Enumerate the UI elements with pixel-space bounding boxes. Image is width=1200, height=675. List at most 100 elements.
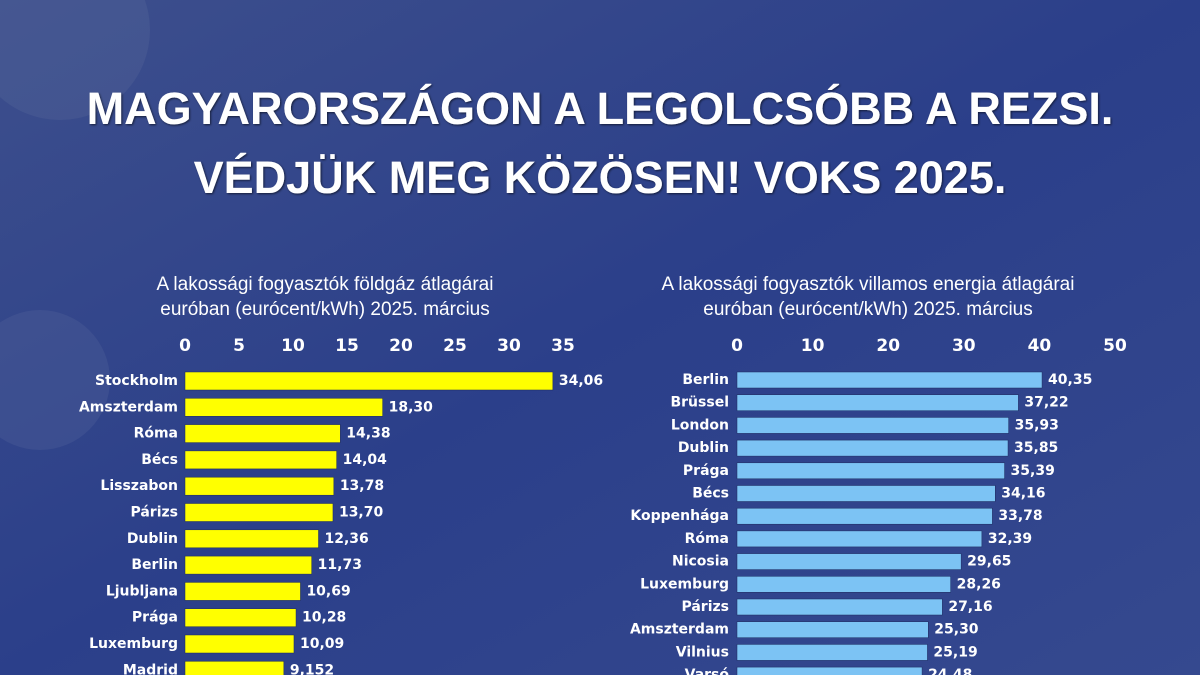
category-label: Madrid: [123, 662, 178, 675]
bar: [736, 371, 1043, 389]
bar: [184, 398, 383, 417]
bar: [736, 621, 929, 638]
bar: [736, 462, 1005, 480]
bar: [736, 666, 923, 675]
bar: [184, 371, 554, 391]
x-tick-label: 40: [1028, 336, 1052, 356]
chart-title: A lakossági fogyasztók villamos energia …: [662, 274, 1075, 295]
x-tick-label: 35: [551, 336, 575, 356]
x-tick-label: 5: [233, 336, 245, 356]
category-label: Varsó: [685, 667, 730, 675]
value-label: 34,16: [1001, 486, 1045, 502]
category-label: Prága: [132, 610, 178, 626]
category-label: Amszterdam: [79, 399, 178, 415]
category-label: Amszterdam: [630, 622, 729, 638]
value-label: 35,85: [1014, 440, 1058, 456]
bar: [736, 485, 996, 502]
value-label: 13,70: [339, 505, 384, 521]
x-tick-label: 10: [801, 336, 825, 356]
value-label: 28,26: [957, 576, 1001, 592]
x-tick-label: 0: [179, 336, 191, 356]
value-label: 14,38: [346, 426, 390, 442]
bar: [184, 450, 337, 470]
value-label: 32,39: [988, 531, 1032, 547]
value-label: 24,48: [928, 667, 972, 675]
value-label: 35,39: [1011, 463, 1055, 479]
bar: [736, 530, 983, 548]
x-tick-label: 20: [876, 336, 900, 356]
bar: [184, 661, 285, 675]
category-label: Bécs: [692, 486, 729, 502]
x-tick-label: 20: [389, 336, 413, 356]
bar: [736, 394, 1019, 411]
value-label: 27,16: [948, 599, 992, 615]
value-label: 11,73: [318, 557, 362, 573]
category-label: Ljubljana: [106, 583, 178, 599]
decor: [0, 0, 150, 120]
category-label: Luxemburg: [89, 636, 178, 652]
decor: [0, 310, 110, 450]
category-label: Róma: [685, 531, 729, 547]
category-label: Koppenhága: [630, 508, 729, 524]
category-label: Nicosia: [672, 554, 729, 570]
category-label: Lisszabon: [100, 478, 178, 494]
bar: [736, 553, 962, 570]
value-label: 34,06: [559, 373, 603, 389]
bar: [736, 644, 928, 661]
bar: [184, 503, 334, 522]
category-label: Párizs: [681, 599, 729, 615]
value-label: 14,04: [343, 452, 388, 468]
bar: [184, 424, 341, 443]
chart-subtitle: euróban (eurócent/kWh) 2025. március: [703, 299, 1033, 320]
x-tick-label: 50: [1103, 336, 1127, 356]
value-label: 33,78: [998, 508, 1042, 524]
bar: [736, 507, 993, 525]
category-label: Berlin: [131, 557, 178, 573]
chart-subtitle: euróban (eurócent/kWh) 2025. március: [160, 299, 490, 320]
category-label: Prága: [683, 463, 729, 479]
category-label: Dublin: [678, 440, 729, 456]
value-label: 12,36: [324, 531, 368, 547]
value-label: 10,69: [306, 583, 350, 599]
category-label: Brüssel: [670, 395, 729, 411]
bar: [184, 634, 295, 654]
x-tick-label: 30: [952, 336, 976, 356]
x-tick-label: 10: [281, 336, 305, 356]
bar: [184, 582, 301, 601]
category-label: Párizs: [130, 505, 178, 521]
bar: [736, 439, 1009, 457]
category-label: Luxemburg: [640, 576, 729, 592]
value-label: 37,22: [1024, 395, 1068, 411]
value-label: 10,09: [300, 636, 344, 652]
value-label: 29,65: [967, 554, 1011, 570]
headline: MAGYARORSZÁGON A LEGOLCSÓBB A REZSI.: [87, 83, 1114, 134]
x-tick-label: 0: [731, 336, 743, 356]
value-label: 13,78: [340, 478, 384, 494]
category-label: Berlin: [682, 372, 729, 388]
value-label: 25,19: [933, 644, 977, 660]
value-label: 35,93: [1015, 417, 1059, 433]
category-label: Bécs: [141, 452, 178, 468]
bar: [184, 608, 297, 627]
value-label: 25,30: [934, 622, 979, 638]
bar: [184, 529, 319, 549]
x-tick-label: 25: [443, 336, 467, 356]
value-label: 18,30: [389, 399, 434, 415]
chart-title: A lakossági fogyasztók földgáz átlagárai: [157, 274, 494, 295]
x-tick-label: 15: [335, 336, 359, 356]
x-tick-label: 30: [497, 336, 521, 356]
value-label: 10,28: [302, 610, 346, 626]
bar: [736, 417, 1009, 434]
bar: [736, 576, 951, 593]
value-label: 9,152: [290, 662, 334, 675]
bar: [184, 555, 312, 575]
category-label: Róma: [134, 426, 178, 442]
category-label: Vilnius: [676, 644, 729, 660]
bar: [184, 476, 335, 496]
headline: VÉDJÜK MEG KÖZÖSEN! VOKS 2025.: [194, 152, 1007, 203]
category-label: Dublin: [127, 531, 178, 547]
value-label: 40,35: [1048, 372, 1092, 388]
category-label: London: [671, 417, 729, 433]
